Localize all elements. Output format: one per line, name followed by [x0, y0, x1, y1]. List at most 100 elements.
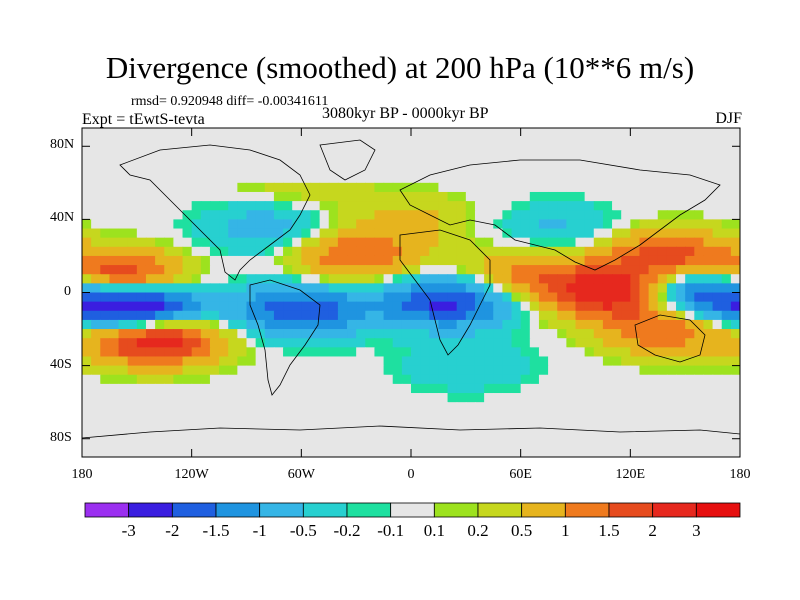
- field-cell: [703, 447, 714, 457]
- field-cell: [666, 164, 677, 175]
- field-cell: [219, 301, 229, 312]
- field-cell: [356, 182, 366, 193]
- field-cell: [173, 265, 184, 275]
- field-cell: [328, 155, 339, 166]
- field-cell: [557, 365, 567, 376]
- field-cell: [127, 255, 138, 266]
- field-cell: [730, 438, 740, 449]
- field-cell: [91, 292, 101, 303]
- field-cell: [694, 128, 705, 138]
- field-cell: [255, 438, 266, 449]
- field-cell: [310, 146, 321, 157]
- field-cell: [484, 338, 494, 348]
- field-cell: [292, 393, 302, 403]
- field-cell: [666, 173, 677, 184]
- field-cell: [557, 201, 567, 211]
- field-cell: [721, 329, 732, 339]
- field-cell: [730, 237, 740, 248]
- field-cell: [246, 182, 257, 193]
- field-cell: [109, 420, 120, 431]
- field-cell: [429, 365, 440, 376]
- field-cell: [602, 338, 613, 348]
- field-cell: [621, 274, 631, 284]
- field-cell: [283, 164, 293, 175]
- field-cell: [228, 447, 238, 457]
- field-cell: [593, 137, 604, 147]
- field-cell: [438, 173, 449, 184]
- field-cell: [237, 182, 248, 193]
- field-cell: [484, 164, 494, 175]
- field-cell: [602, 128, 613, 138]
- field-cell: [392, 301, 403, 312]
- field-cell: [273, 374, 284, 385]
- field-cell: [164, 155, 174, 166]
- field-cell: [502, 347, 513, 358]
- field-cell: [374, 210, 385, 220]
- field-cell: [511, 347, 522, 358]
- field-cell: [712, 383, 723, 394]
- field-cell: [657, 219, 668, 230]
- field-cell: [356, 146, 366, 157]
- field-cell: [694, 429, 705, 440]
- field-cell: [401, 246, 412, 257]
- field-cell: [465, 301, 476, 312]
- field-cell: [730, 402, 740, 412]
- field-cell: [328, 420, 339, 431]
- field-cell: [657, 374, 668, 385]
- field-cell: [383, 237, 394, 248]
- field-cell: [502, 338, 513, 348]
- divergence-field: [82, 128, 740, 457]
- field-cell: [694, 338, 705, 348]
- field-cell: [347, 255, 357, 266]
- field-cell: [474, 182, 485, 193]
- field-cell: [493, 438, 503, 449]
- field-cell: [136, 210, 147, 220]
- field-cell: [484, 429, 494, 440]
- field-cell: [666, 438, 677, 449]
- field-cell: [145, 265, 156, 275]
- field-cell: [420, 447, 430, 457]
- field-cell: [511, 338, 522, 348]
- field-cell: [319, 374, 330, 385]
- field-cell: [666, 374, 677, 385]
- field-cell: [557, 374, 567, 385]
- field-cell: [237, 201, 248, 211]
- field-cell: [420, 274, 430, 284]
- field-cell: [264, 173, 275, 184]
- field-cell: [639, 210, 650, 220]
- field-cell: [374, 228, 385, 239]
- field-cell: [228, 338, 238, 348]
- field-cell: [356, 402, 366, 412]
- field-cell: [246, 356, 257, 367]
- field-cell: [173, 137, 184, 147]
- field-cell: [548, 393, 558, 403]
- field-cell: [621, 201, 631, 211]
- field-cell: [703, 429, 714, 440]
- field-cell: [401, 283, 412, 294]
- field-cell: [209, 383, 220, 394]
- field-cell: [575, 329, 586, 339]
- field-cell: [109, 429, 120, 440]
- field-cell: [657, 173, 668, 184]
- field-cell: [474, 128, 485, 138]
- field-cell: [273, 356, 284, 367]
- field-cell: [420, 182, 430, 193]
- field-cell: [337, 420, 348, 431]
- field-cell: [474, 411, 485, 422]
- field-cell: [557, 338, 567, 348]
- field-cell: [548, 228, 558, 239]
- field-cell: [100, 356, 111, 367]
- field-cell: [100, 429, 111, 440]
- field-cell: [200, 210, 211, 220]
- field-cell: [310, 283, 321, 294]
- field-cell: [374, 173, 385, 184]
- field-cell: [593, 274, 604, 284]
- field-cell: [493, 338, 503, 348]
- field-cell: [593, 155, 604, 166]
- field-cell: [548, 146, 558, 157]
- field-cell: [493, 246, 503, 257]
- field-cell: [164, 393, 174, 403]
- field-cell: [648, 146, 659, 157]
- field-cell: [548, 219, 558, 230]
- field-cell: [411, 402, 421, 412]
